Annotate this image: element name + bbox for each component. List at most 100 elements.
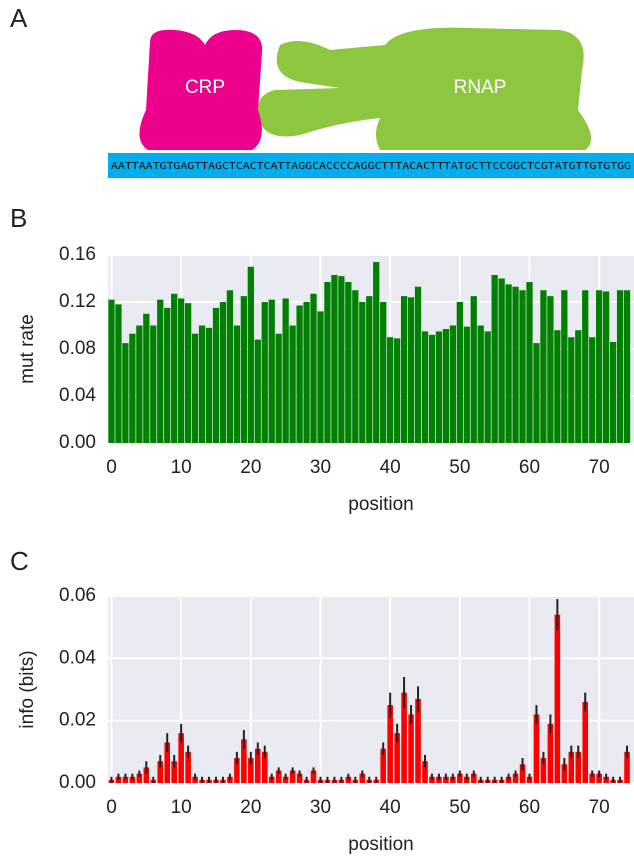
bar (428, 334, 436, 443)
bar (317, 311, 324, 443)
bar (136, 773, 143, 783)
bar (275, 770, 282, 783)
bar (568, 751, 575, 783)
protein-label: CRP (185, 77, 225, 98)
bar (219, 302, 227, 443)
bar (136, 325, 143, 443)
x-tick-label: 10 (171, 457, 192, 478)
bar (247, 266, 254, 443)
protein-label: RNAP (454, 77, 507, 98)
bar (359, 302, 366, 443)
bar (596, 773, 602, 783)
bar (470, 773, 477, 783)
x-tick-label: 10 (171, 797, 192, 818)
bar (373, 262, 380, 443)
bar (387, 337, 394, 443)
x-tick-label: 40 (380, 797, 401, 818)
bar (310, 770, 317, 783)
bar (393, 338, 401, 443)
plot-background (108, 596, 634, 783)
bar (589, 773, 595, 783)
bar (582, 290, 589, 443)
x-tick-label: 50 (449, 797, 470, 818)
bar (198, 325, 206, 443)
bar (191, 333, 199, 443)
bar (547, 723, 554, 783)
bar (115, 304, 122, 443)
x-tick-label: 0 (106, 457, 117, 478)
x-tick-label: 20 (240, 457, 261, 478)
bar (519, 290, 526, 443)
bar (568, 337, 575, 443)
bar (602, 291, 610, 443)
bar (623, 290, 631, 443)
bar (415, 698, 421, 783)
bar (526, 282, 533, 443)
bar (575, 330, 582, 443)
bar (533, 714, 540, 783)
bar (324, 282, 331, 443)
rnap-shape (257, 27, 592, 150)
panel-label: C (10, 546, 29, 576)
bar (484, 331, 491, 443)
bar (261, 751, 268, 783)
bar (540, 290, 547, 443)
bar (380, 748, 386, 783)
bar (178, 298, 185, 443)
bar (338, 276, 345, 443)
bar (122, 343, 129, 443)
x-tick-label: 20 (240, 797, 261, 818)
bar (442, 329, 450, 443)
bar (457, 773, 463, 783)
bar (108, 299, 115, 443)
x-tick-label: 30 (310, 797, 331, 818)
bar (240, 296, 247, 443)
y-tick-label: 0.00 (59, 772, 96, 793)
bar (164, 307, 171, 443)
y-tick-label: 0.02 (59, 710, 96, 731)
bar (561, 764, 568, 783)
y-tick-label: 0.08 (59, 338, 96, 359)
panel-label: A (10, 3, 28, 33)
bar (275, 333, 282, 443)
bar (498, 278, 505, 443)
bar (233, 325, 241, 443)
y-tick-label: 0.00 (59, 432, 96, 453)
bar (582, 701, 589, 783)
bar (616, 290, 624, 443)
x-tick-label: 60 (519, 457, 540, 478)
bar (407, 297, 415, 443)
x-tick-label: 70 (589, 457, 610, 478)
bar (178, 733, 184, 783)
bar (171, 761, 177, 783)
y-axis-label: mut rate (17, 314, 38, 384)
x-tick-label: 40 (380, 457, 401, 478)
bar (463, 326, 470, 443)
bar (205, 327, 213, 443)
dna-sequence: AATTAATGTGAGTTAGCTCACTCATTAGGCACCCCAGGCT… (111, 161, 631, 172)
bar (212, 307, 220, 443)
bar (575, 751, 582, 783)
panel-label: B (10, 203, 27, 233)
bar (512, 286, 519, 443)
bar (449, 325, 456, 443)
bar (414, 286, 422, 443)
bar (296, 773, 303, 783)
bar (171, 293, 178, 443)
x-tick-label: 60 (519, 797, 540, 818)
bar (150, 325, 157, 443)
bar (596, 290, 603, 443)
bar (157, 299, 164, 443)
bar (331, 274, 338, 443)
bar (380, 302, 387, 443)
y-tick-label: 0.06 (59, 585, 96, 606)
bar (505, 284, 512, 443)
bar (547, 296, 554, 443)
y-tick-label: 0.04 (59, 385, 96, 406)
bar (184, 303, 192, 443)
bar (345, 282, 352, 443)
bar (519, 764, 526, 783)
bar (310, 293, 317, 443)
x-tick-label: 0 (106, 797, 117, 818)
